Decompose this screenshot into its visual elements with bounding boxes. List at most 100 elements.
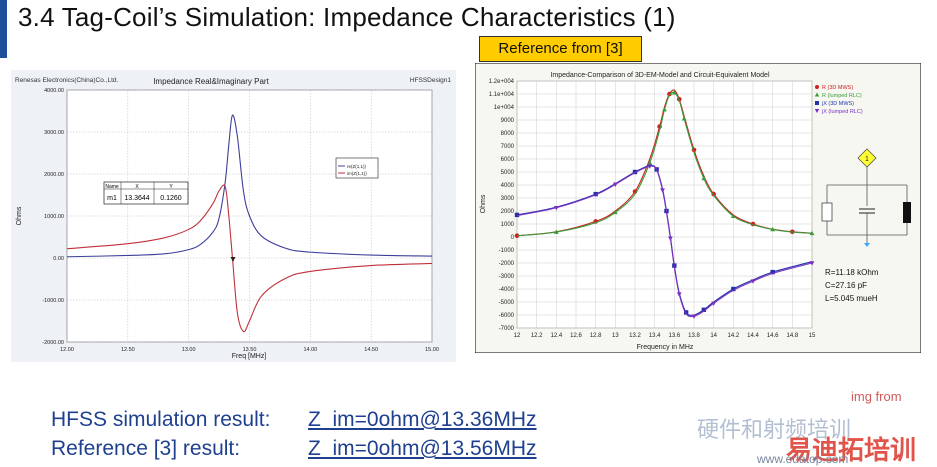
ref-y-tick-label: -3000	[499, 274, 515, 280]
ref-x-tick-label: 12.4	[550, 333, 562, 339]
ref-y-tick-label: 7000	[501, 144, 515, 150]
ref-x-ticks: 12 12.2 12.4 12.6 12.8 13 13.2 13.4 13.6 13.8 14 14…	[514, 333, 816, 339]
ref-chart-title: Impedance-Comparison of 3D-EM-Model and …	[550, 72, 769, 79]
ref-y-tick-label: 3000	[501, 196, 515, 202]
ref-data-point	[681, 116, 687, 121]
ref-y-tick-label: 1.2e+004	[489, 79, 515, 85]
ref-data-point	[647, 164, 653, 169]
ref-x-tick-label: 14.4	[747, 333, 759, 339]
reference-chart-panel: Impedance-Comparison of 3D-EM-Model and …	[474, 62, 922, 354]
ref-data-point	[701, 307, 707, 312]
ref-data-point	[660, 188, 665, 193]
ref-data-point	[730, 213, 736, 218]
ref-data-point	[612, 182, 618, 187]
ref-data-point	[668, 236, 673, 241]
result-hfss-value: Z_im=0ohm@13.36MHz	[308, 408, 537, 431]
slide-title: 3.4 Tag-Coil’s Simulation: Impedance Cha…	[18, 2, 676, 32]
ref-x-tick-label: 13.2	[629, 333, 641, 339]
ref-data-point	[691, 314, 697, 319]
hfss-series-line	[66, 114, 433, 258]
hfss-chart-title: Impedance Real&Imaginary Part	[153, 77, 269, 86]
ref-data-point	[770, 226, 776, 232]
inductor-icon	[903, 202, 911, 223]
ref-data-point	[750, 279, 756, 284]
circuit-l-value: L=5.045 mueH	[825, 294, 878, 303]
watermark-chinese-line: 硬件和射频培训	[697, 418, 852, 443]
ref-y-tick-label: -6000	[499, 313, 515, 319]
circuit-port-label: 1	[865, 156, 869, 163]
hfss-y-axis-label: Ohms	[16, 206, 23, 225]
ref-y-tick-label: 8000	[501, 131, 515, 137]
hfss-x-tick-label: 15.00	[425, 347, 439, 353]
ref-y-tick-label: -4000	[499, 287, 515, 293]
ref-data-point	[612, 209, 618, 215]
hfss-legend-box: re(Z(1,1)) im(Z(1,1))	[335, 157, 379, 179]
ref-data-point	[701, 175, 707, 181]
ref-x-tick-label: 13.8	[688, 333, 700, 339]
reference-chart: Impedance-Comparison of 3D-EM-Model and …	[474, 62, 922, 354]
hfss-y-tick-label: 2000.00	[44, 172, 64, 178]
result-hfss-label: HFSS simulation result:	[51, 408, 271, 431]
hfss-series	[66, 114, 433, 333]
ref-x-tick-label: 13.4	[649, 333, 661, 339]
hfss-y-tick-label: 0.00	[53, 256, 64, 262]
ref-data-point	[647, 160, 653, 165]
resistor-icon	[821, 202, 833, 222]
hfss-chart-panel: Renesas Electronics(China)Co.,Ltd. Imped…	[11, 70, 456, 362]
hfss-x-tick-label: 14.50	[364, 347, 378, 353]
ref-x-tick-label: 12	[514, 333, 521, 339]
ref-y-tick-label: -5000	[499, 300, 515, 306]
hfss-chart: Renesas Electronics(China)Co.,Ltd. Imped…	[15, 77, 451, 360]
ref-legend-label: R (lumped RLC)	[822, 93, 862, 99]
ref-legend-label: R (3D MWS)	[822, 85, 853, 91]
ref-legend-marker	[815, 101, 819, 105]
ref-y-tick-label: -1000	[499, 248, 515, 254]
hfss-x-tick-label: 13.00	[182, 347, 196, 353]
ref-y-tick-label: 2000	[501, 209, 515, 215]
ref-data-point	[553, 205, 559, 211]
ref-y-tick-label: 1e+004	[494, 105, 515, 111]
ref-x-axis-label: Frequency in MHz	[637, 344, 694, 351]
hfss-series-line	[66, 184, 433, 333]
ref-data-point	[632, 169, 638, 175]
ref-x-tick-label: 14.2	[727, 333, 739, 339]
hfss-y-tick-label: 4000.00	[44, 88, 64, 94]
hfss-y-tick-label: 1000.00	[44, 214, 64, 220]
ref-y-tick-label: 5000	[501, 170, 515, 176]
watermark-brand: 易迪拓培训	[786, 435, 917, 465]
hfss-x-axis-label: Freq [MHz]	[232, 353, 267, 360]
ref-plot-area	[516, 80, 813, 329]
hfss-x-tick-label: 12.50	[121, 347, 135, 353]
ref-x-tick-label: 13	[612, 333, 619, 339]
ref-data-point	[809, 261, 815, 266]
ref-series	[514, 89, 815, 319]
ref-data-point	[553, 229, 559, 234]
ref-data-point	[676, 292, 682, 297]
marker-header-x: X	[135, 184, 139, 190]
ref-y-tick-label: -2000	[499, 261, 515, 267]
circuit-r-value: R=11.18 kOhm	[825, 268, 879, 277]
hfss-y-ticks: 4000.00 3000.00 2000.00 1000.00 0.00 -1000.00…	[42, 88, 64, 346]
ref-series-line	[516, 91, 813, 237]
ref-x-tick-label: 13.6	[668, 333, 680, 339]
ref-y-tick-label: 1.1e+004	[489, 92, 515, 98]
hfss-company: Renesas Electronics(China)Co.,Ltd.	[15, 77, 119, 84]
ref-x-tick-label: 14	[710, 333, 717, 339]
ref-legend-marker	[814, 109, 820, 113]
title-accent-bar	[0, 0, 7, 58]
ref-x-tick-label: 14.8	[786, 333, 798, 339]
ref-data-point	[711, 301, 717, 306]
ref-data-point	[662, 107, 667, 112]
ref-legend: R (3D MWS) R (lumped RLC) jX (3D MWS) jX (l…	[814, 85, 863, 115]
ref-data-point	[683, 310, 689, 315]
ref-y-tick-label: 1000	[501, 222, 515, 228]
circuit-c-value: C=27.16 pF	[825, 281, 867, 290]
ref-x-tick-label: 14.6	[767, 333, 779, 339]
ref-y-tick-label: 6000	[501, 157, 515, 163]
ref-x-tick-label: 12.6	[570, 333, 582, 339]
marker-row-name: m1	[107, 195, 117, 202]
ref-y-axis-label: Ohms	[480, 194, 487, 213]
ref-data-point	[593, 191, 598, 197]
marker-row-x: 13.3644	[124, 195, 149, 202]
hfss-x-tick-label: 12.00	[60, 347, 74, 353]
